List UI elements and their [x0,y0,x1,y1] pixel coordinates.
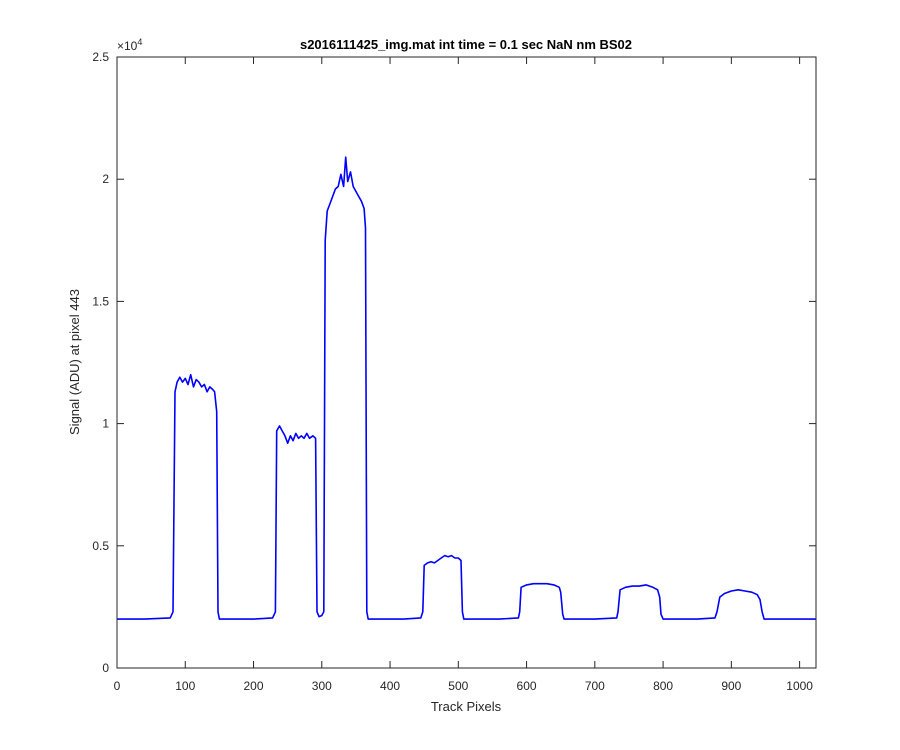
plot-area [117,57,816,668]
y-exponent-power: 4 [137,37,142,47]
y-tick-label: 2.5 [92,50,109,64]
x-tick-label: 600 [517,679,537,693]
x-tick-label: 800 [653,679,673,693]
series-layer [117,156,816,620]
y-exponent-base: ×10 [117,39,138,53]
x-tick-label: 300 [312,679,332,693]
x-tick-label: 100 [175,679,195,693]
series-line-0 [117,156,816,620]
x-tick-label: 400 [380,679,400,693]
x-tick-label: 1000 [786,679,813,693]
y-tick-label: 0.5 [92,539,109,553]
chart-title: s2016111425_img.mat int time = 0.1 sec N… [300,37,632,52]
y-axis-label: Signal (ADU) at pixel 443 [67,289,82,435]
y-tick-label: 2 [102,172,109,186]
x-tick-label: 200 [244,679,264,693]
x-tick-label: 0 [114,679,121,693]
y-tick-label: 0 [102,661,109,675]
axes-box [116,56,817,669]
y-tick-label: 1 [102,417,109,431]
x-axis-label: Track Pixels [431,699,502,714]
y-tick-label: 1.5 [92,294,109,308]
svg-text:×104: ×104 [117,37,142,53]
x-tick-label: 900 [721,679,741,693]
x-axis: 0 100 200 300 400 500 600 700 800 900 1000 [114,57,813,693]
x-tick-label: 500 [448,679,468,693]
x-tick-label: 700 [585,679,605,693]
y-axis-exponent: ×104 [117,37,142,53]
